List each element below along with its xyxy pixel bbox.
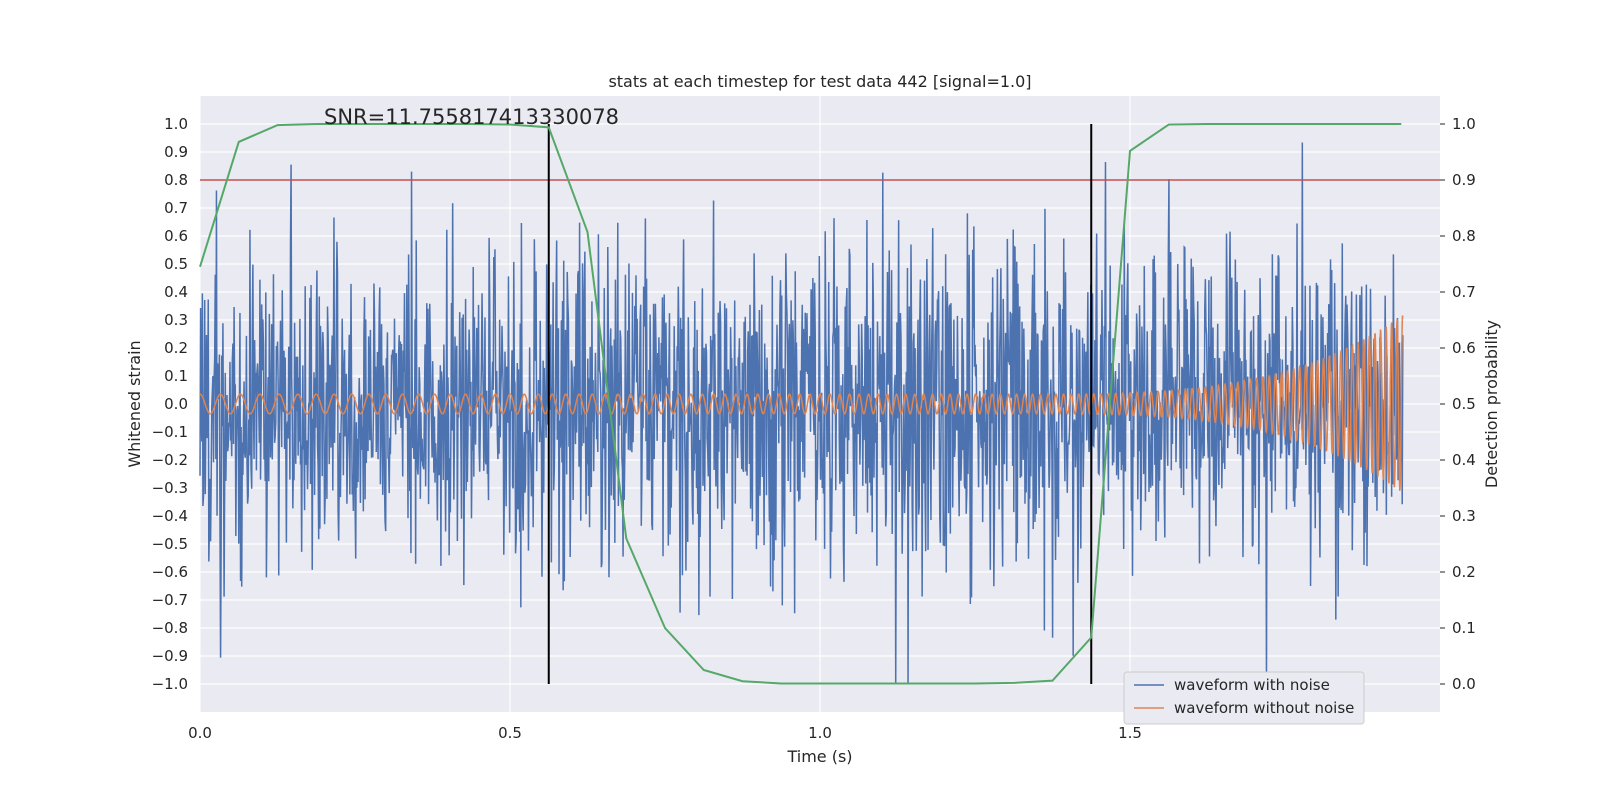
y-tick-label: −1.0 <box>152 675 188 693</box>
y-tick-label: −0.8 <box>152 619 188 637</box>
probability-series <box>199 123 1402 685</box>
y-tick-label: 0.5 <box>164 255 188 273</box>
y-tick-label: 0.8 <box>164 171 188 189</box>
right-y-tick-label: 0.9 <box>1452 171 1476 189</box>
y-tick-label: 0.6 <box>164 227 188 245</box>
clean-series <box>199 315 1404 491</box>
x-axis-ticks: 0.0 0.5 1.0 1.5 <box>188 724 1142 742</box>
right-y-tick-label: 0.4 <box>1452 451 1476 469</box>
x-tick-label: 1.0 <box>808 724 832 742</box>
y-tick-label: −0.1 <box>152 423 188 441</box>
y-tick-label: −0.9 <box>152 647 188 665</box>
y-tick-label: −0.4 <box>152 507 188 525</box>
right-y-tick-label: 0.1 <box>1452 619 1476 637</box>
y-tick-label: 0.4 <box>164 283 188 301</box>
y-tick-label: −0.3 <box>152 479 188 497</box>
y-tick-label: 0.0 <box>164 395 188 413</box>
y-axis-label-right: Detection probability <box>1482 320 1501 488</box>
y-tick-label: −0.7 <box>152 591 188 609</box>
right-y-tick-label: 0.0 <box>1452 675 1476 693</box>
right-y-tick-label: 0.3 <box>1452 507 1476 525</box>
legend: waveform with noise waveform without noi… <box>1123 671 1365 725</box>
series-line-probability <box>199 123 1402 685</box>
series-line-clean <box>199 315 1404 491</box>
markers-layer <box>547 124 1093 684</box>
x-tick-label: 1.5 <box>1118 724 1142 742</box>
y-tick-label: 0.9 <box>164 143 188 161</box>
right-y-tick-label: 0.8 <box>1452 227 1476 245</box>
legend-label-noise: waveform with noise <box>1174 676 1330 694</box>
series-line-noise <box>199 142 1404 685</box>
x-axis-label: Time (s) <box>786 747 852 766</box>
y-tick-label: 0.2 <box>164 339 188 357</box>
right-y-tick-label: 0.2 <box>1452 563 1476 581</box>
right-y-tick-label: 0.5 <box>1452 395 1476 413</box>
right-axis-ticks: 0.0 0.1 0.2 0.3 0.4 0.5 0.6 0.7 0.8 0.9 1.0 <box>1440 115 1476 693</box>
snr-annotation: SNR=11.755817413330078 <box>324 105 619 129</box>
right-y-tick-label: 0.6 <box>1452 339 1476 357</box>
y-tick-label: −0.6 <box>152 563 188 581</box>
y-tick-label: 1.0 <box>164 115 188 133</box>
left-axis-ticks: −1.0 −0.9 −0.8 −0.7 −0.6 −0.5 −0.4 −0.3 −0.2 −0.1… <box>152 115 188 693</box>
right-y-tick-label: 0.7 <box>1452 283 1476 301</box>
y-tick-label: 0.7 <box>164 199 188 217</box>
legend-label-clean: waveform without noise <box>1174 699 1354 717</box>
y-tick-label: −0.2 <box>152 451 188 469</box>
y-axis-label-left: Whitened strain <box>125 340 144 467</box>
noise-series <box>199 142 1404 685</box>
chart-title: stats at each timestep for test data 442… <box>608 72 1031 91</box>
x-tick-label: 0.5 <box>498 724 522 742</box>
legend-box <box>1123 671 1365 725</box>
y-tick-label: 0.3 <box>164 311 188 329</box>
x-tick-label: 0.0 <box>188 724 212 742</box>
y-tick-label: −0.5 <box>152 535 188 553</box>
right-y-tick-label: 1.0 <box>1452 115 1476 133</box>
y-tick-label: 0.1 <box>164 367 188 385</box>
